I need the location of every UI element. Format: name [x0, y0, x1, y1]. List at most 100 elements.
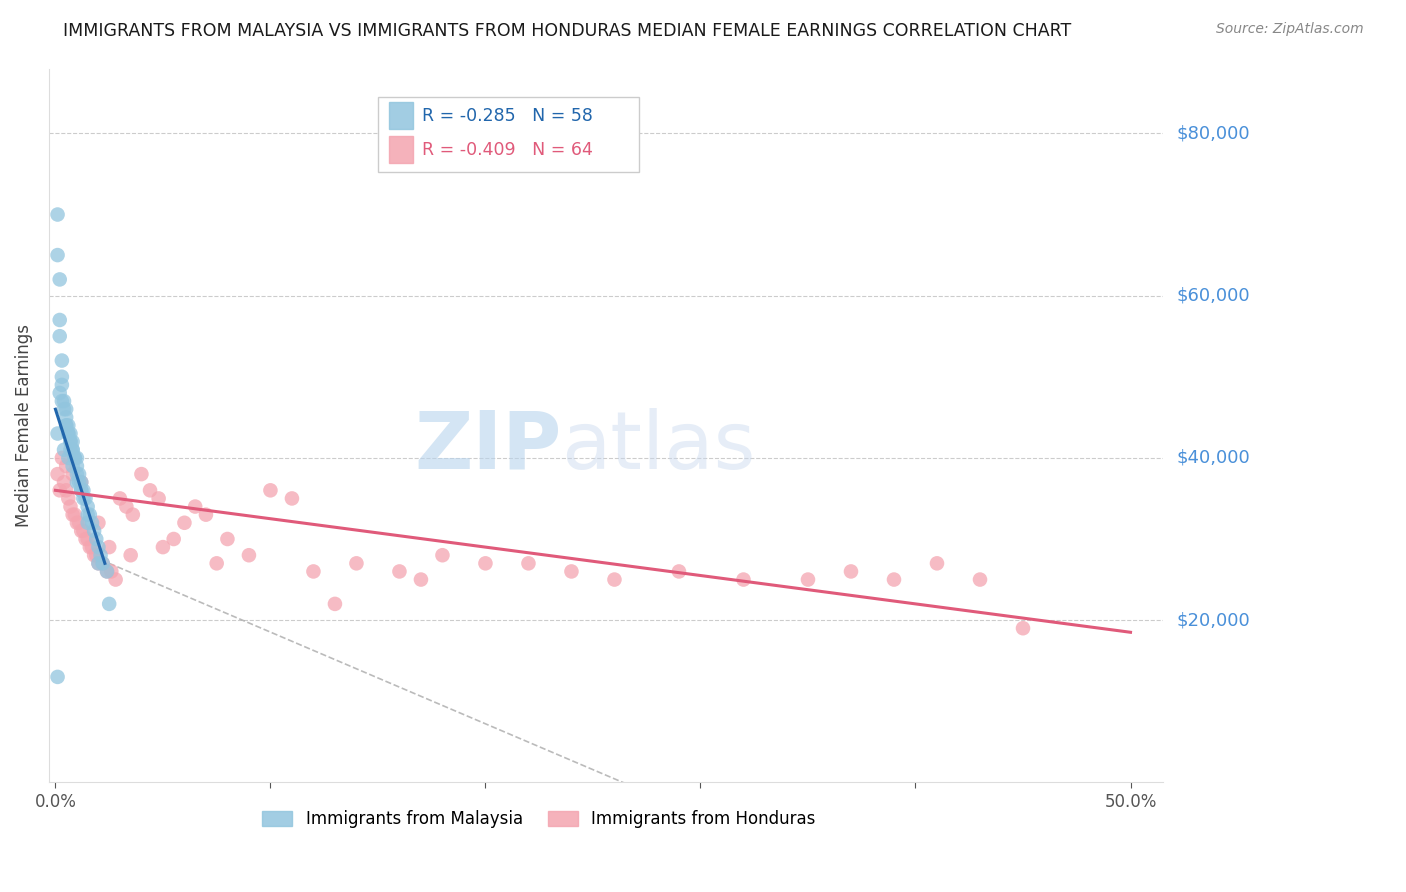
- Point: [121, 508, 143, 522]
- Point: [51, 394, 73, 409]
- Point: [46, 670, 69, 684]
- Point: [120, 548, 142, 562]
- Point: [108, 491, 131, 506]
- Point: [80, 516, 103, 530]
- Point: [70, 524, 93, 538]
- Point: [55, 402, 77, 417]
- Point: [62, 508, 84, 522]
- Bar: [388, 136, 413, 163]
- Point: [281, 491, 304, 506]
- Point: [152, 540, 174, 554]
- Point: [53, 475, 76, 490]
- Point: [63, 450, 86, 465]
- Point: [474, 557, 496, 571]
- Text: $40,000: $40,000: [1177, 449, 1250, 467]
- Point: [59, 442, 82, 457]
- Point: [603, 573, 626, 587]
- Point: [115, 500, 138, 514]
- Point: [66, 458, 89, 473]
- Point: [84, 532, 107, 546]
- Point: [62, 458, 84, 473]
- Text: $20,000: $20,000: [1177, 611, 1250, 629]
- Point: [72, 483, 94, 498]
- Point: [76, 508, 98, 522]
- Point: [409, 573, 432, 587]
- Point: [51, 353, 73, 368]
- Point: [75, 532, 97, 546]
- Point: [55, 410, 77, 425]
- Point: [79, 508, 101, 522]
- Text: $80,000: $80,000: [1177, 124, 1250, 143]
- Point: [66, 467, 89, 482]
- Text: R = -0.285   N = 58: R = -0.285 N = 58: [422, 107, 593, 125]
- Point: [100, 565, 122, 579]
- Point: [58, 426, 80, 441]
- Point: [59, 426, 82, 441]
- Point: [139, 483, 162, 498]
- Point: [104, 573, 127, 587]
- Point: [79, 540, 101, 554]
- Point: [76, 532, 98, 546]
- Point: [87, 540, 110, 554]
- Point: [66, 516, 89, 530]
- Point: [66, 450, 89, 465]
- Point: [55, 418, 77, 433]
- Point: [797, 573, 820, 587]
- Point: [51, 450, 73, 465]
- Point: [839, 565, 862, 579]
- Point: [80, 540, 103, 554]
- Point: [432, 548, 454, 562]
- Text: R = -0.409   N = 64: R = -0.409 N = 64: [422, 141, 593, 159]
- Point: [62, 467, 84, 482]
- Point: [98, 597, 121, 611]
- Point: [53, 442, 76, 457]
- Point: [173, 516, 195, 530]
- Point: [87, 557, 110, 571]
- Point: [96, 565, 118, 579]
- Text: atlas: atlas: [561, 408, 755, 486]
- Point: [58, 418, 80, 433]
- Point: [72, 491, 94, 506]
- Point: [62, 442, 84, 457]
- Point: [59, 500, 82, 514]
- Point: [67, 516, 90, 530]
- Bar: [388, 102, 413, 129]
- Point: [883, 573, 905, 587]
- Point: [67, 467, 90, 482]
- Text: ZIP: ZIP: [413, 408, 561, 486]
- Point: [70, 475, 93, 490]
- Point: [53, 402, 76, 417]
- Point: [83, 548, 105, 562]
- Point: [48, 483, 70, 498]
- Point: [70, 483, 93, 498]
- Point: [969, 573, 991, 587]
- Point: [346, 557, 368, 571]
- Point: [925, 557, 948, 571]
- Point: [58, 491, 80, 506]
- Point: [184, 500, 207, 514]
- Point: [53, 394, 76, 409]
- Point: [75, 491, 97, 506]
- FancyBboxPatch shape: [378, 97, 640, 172]
- Point: [51, 369, 73, 384]
- Point: [148, 491, 170, 506]
- Point: [560, 565, 582, 579]
- Y-axis label: Median Female Earnings: Median Female Earnings: [15, 324, 32, 527]
- Point: [98, 540, 121, 554]
- Point: [131, 467, 153, 482]
- Point: [90, 548, 112, 562]
- Point: [46, 208, 69, 222]
- Point: [48, 272, 70, 286]
- Point: [83, 524, 105, 538]
- Point: [388, 565, 411, 579]
- Point: [66, 475, 89, 490]
- Point: [70, 475, 93, 490]
- Point: [67, 475, 90, 490]
- Point: [48, 313, 70, 327]
- Point: [62, 434, 84, 449]
- Point: [91, 557, 114, 571]
- Text: Source: ZipAtlas.com: Source: ZipAtlas.com: [1216, 22, 1364, 37]
- Text: IMMIGRANTS FROM MALAYSIA VS IMMIGRANTS FROM HONDURAS MEDIAN FEMALE EARNINGS CORR: IMMIGRANTS FROM MALAYSIA VS IMMIGRANTS F…: [63, 22, 1071, 40]
- Point: [668, 565, 690, 579]
- Point: [46, 248, 69, 262]
